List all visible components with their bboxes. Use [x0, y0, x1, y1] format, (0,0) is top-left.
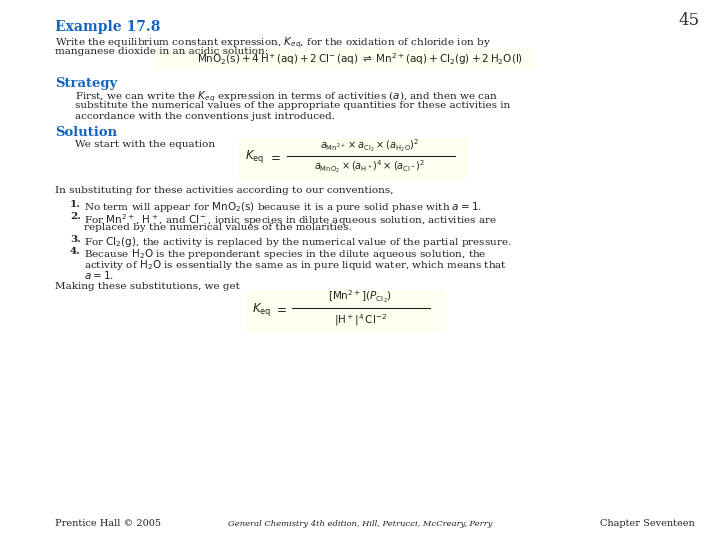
Text: 3.: 3. [70, 235, 81, 244]
Text: For $\mathrm{Mn^{2+}}$, $\mathrm{H^+}$, and $\mathrm{Cl^-}$, ionic species in di: For $\mathrm{Mn^{2+}}$, $\mathrm{H^+}$, … [84, 212, 498, 228]
FancyBboxPatch shape [246, 290, 445, 332]
Text: $K_{\mathrm{eq}}$: $K_{\mathrm{eq}}$ [252, 300, 271, 318]
Text: $a_{\mathrm{Mn}^{2+}} \times a_{\mathrm{Cl_2}} \times (a_{\mathrm{H_2O}})^2$: $a_{\mathrm{Mn}^{2+}} \times a_{\mathrm{… [320, 138, 420, 154]
Text: Example 17.8: Example 17.8 [55, 20, 161, 34]
Text: $a_{\mathrm{MnO_2}} \times (a_{\mathrm{H}^+})^4 \times (a_{\mathrm{Cl}^-})^2$: $a_{\mathrm{MnO_2}} \times (a_{\mathrm{H… [315, 159, 426, 176]
Text: replaced by the numerical values of the molarities.: replaced by the numerical values of the … [84, 223, 352, 232]
Text: substitute the numerical values of the appropriate quantities for these activiti: substitute the numerical values of the a… [75, 101, 510, 110]
Text: We start with the equation: We start with the equation [75, 140, 215, 149]
FancyBboxPatch shape [238, 138, 467, 180]
Text: $=$: $=$ [274, 302, 287, 315]
Text: First, we can write the $K_{eq}$ expression in terms of activities ($a$), and th: First, we can write the $K_{eq}$ express… [75, 90, 498, 104]
Text: $=$: $=$ [268, 151, 281, 164]
Text: manganese dioxide in an acidic solution:: manganese dioxide in an acidic solution: [55, 47, 269, 56]
Text: No term will appear for $\mathrm{MnO_2(s)}$ because it is a pure solid phase wit: No term will appear for $\mathrm{MnO_2(s… [84, 200, 482, 214]
Text: $\mathrm{MnO_2(s) + 4\,H^{+}\,(aq) + 2\,Cl^{-}\,(aq)}$$\;\rightleftharpoons\;$$\: $\mathrm{MnO_2(s) + 4\,H^{+}\,(aq) + 2\,… [197, 51, 523, 67]
Text: In substituting for these activities according to our conventions,: In substituting for these activities acc… [55, 186, 394, 195]
Text: Prentice Hall © 2005: Prentice Hall © 2005 [55, 519, 161, 528]
Text: 1.: 1. [70, 200, 81, 209]
Text: $K_{\mathrm{eq}}$: $K_{\mathrm{eq}}$ [245, 148, 264, 165]
Text: $|\mathrm{H}^+|^4\,\mathrm{Cl}^{-2}$: $|\mathrm{H}^+|^4\,\mathrm{Cl}^{-2}$ [333, 312, 387, 328]
Text: General Chemistry 4th edition, Hill, Petrucci, McCreary, Perry: General Chemistry 4th edition, Hill, Pet… [228, 520, 492, 528]
Text: Chapter Seventeen: Chapter Seventeen [600, 519, 695, 528]
Text: Write the equilibrium constant expression, $K_{eq}$, for the oxidation of chlori: Write the equilibrium constant expressio… [55, 36, 491, 50]
Text: Because $\mathrm{H_2O}$ is the preponderant species in the dilute aqueous soluti: Because $\mathrm{H_2O}$ is the preponder… [84, 247, 487, 261]
Text: $a = 1$.: $a = 1$. [84, 269, 114, 281]
Text: activity of $\mathrm{H_2O}$ is essentially the same as in pure liquid water, whi: activity of $\mathrm{H_2O}$ is essential… [84, 258, 507, 272]
Text: For $\mathrm{Cl_2(g)}$, the activity is replaced by the numerical value of the p: For $\mathrm{Cl_2(g)}$, the activity is … [84, 235, 511, 249]
FancyBboxPatch shape [154, 49, 536, 69]
Text: $[\mathrm{Mn^{2+}}](P_{\mathrm{Cl_2}})$: $[\mathrm{Mn^{2+}}](P_{\mathrm{Cl_2}})$ [328, 288, 392, 306]
Text: Making these substitutions, we get: Making these substitutions, we get [55, 282, 240, 291]
Text: Solution: Solution [55, 126, 117, 139]
Text: 45: 45 [679, 12, 700, 29]
Text: Strategy: Strategy [55, 77, 117, 90]
Text: accordance with the conventions just introduced.: accordance with the conventions just int… [75, 112, 335, 121]
Text: 2.: 2. [70, 212, 81, 221]
Text: 4.: 4. [70, 247, 81, 256]
